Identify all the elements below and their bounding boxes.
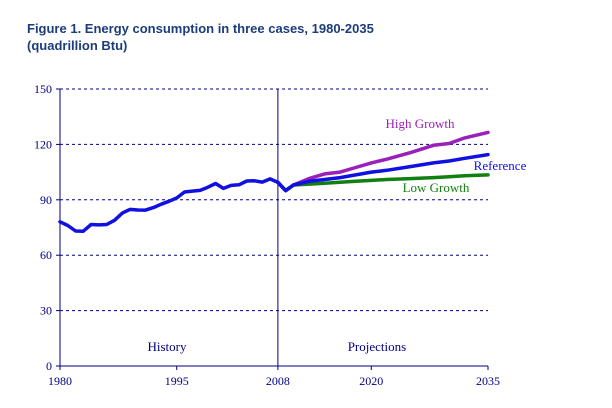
low-growth-label: Low Growth bbox=[403, 180, 470, 195]
x-tick-label-2020: 2020 bbox=[359, 374, 383, 388]
y-tick-label-0: 0 bbox=[46, 359, 52, 373]
high-growth-label: High Growth bbox=[386, 116, 455, 131]
y-tick-label-30: 30 bbox=[40, 304, 52, 318]
history-label: History bbox=[147, 339, 187, 354]
projections-label: Projections bbox=[348, 339, 407, 354]
reference-label: Reference bbox=[474, 158, 527, 173]
x-tick-label-2008: 2008 bbox=[266, 374, 290, 388]
x-tick-label-1995: 1995 bbox=[165, 374, 189, 388]
figure-title-line-1: Figure 1. Energy consumption in three ca… bbox=[27, 21, 374, 36]
x-tick-label-2035: 2035 bbox=[476, 374, 500, 388]
figure-title-line-2: (quadrillion Btu) bbox=[27, 38, 128, 53]
figure-title: Figure 1. Energy consumption in three ca… bbox=[27, 20, 374, 54]
y-tick-label-120: 120 bbox=[34, 137, 52, 151]
y-tick-label-150: 150 bbox=[34, 82, 52, 96]
y-tick-label-60: 60 bbox=[40, 248, 52, 262]
reference-line bbox=[276, 152, 490, 193]
y-tick-label-90: 90 bbox=[40, 193, 52, 207]
x-tick-label-1980: 1980 bbox=[48, 374, 72, 388]
history-line bbox=[58, 177, 296, 233]
